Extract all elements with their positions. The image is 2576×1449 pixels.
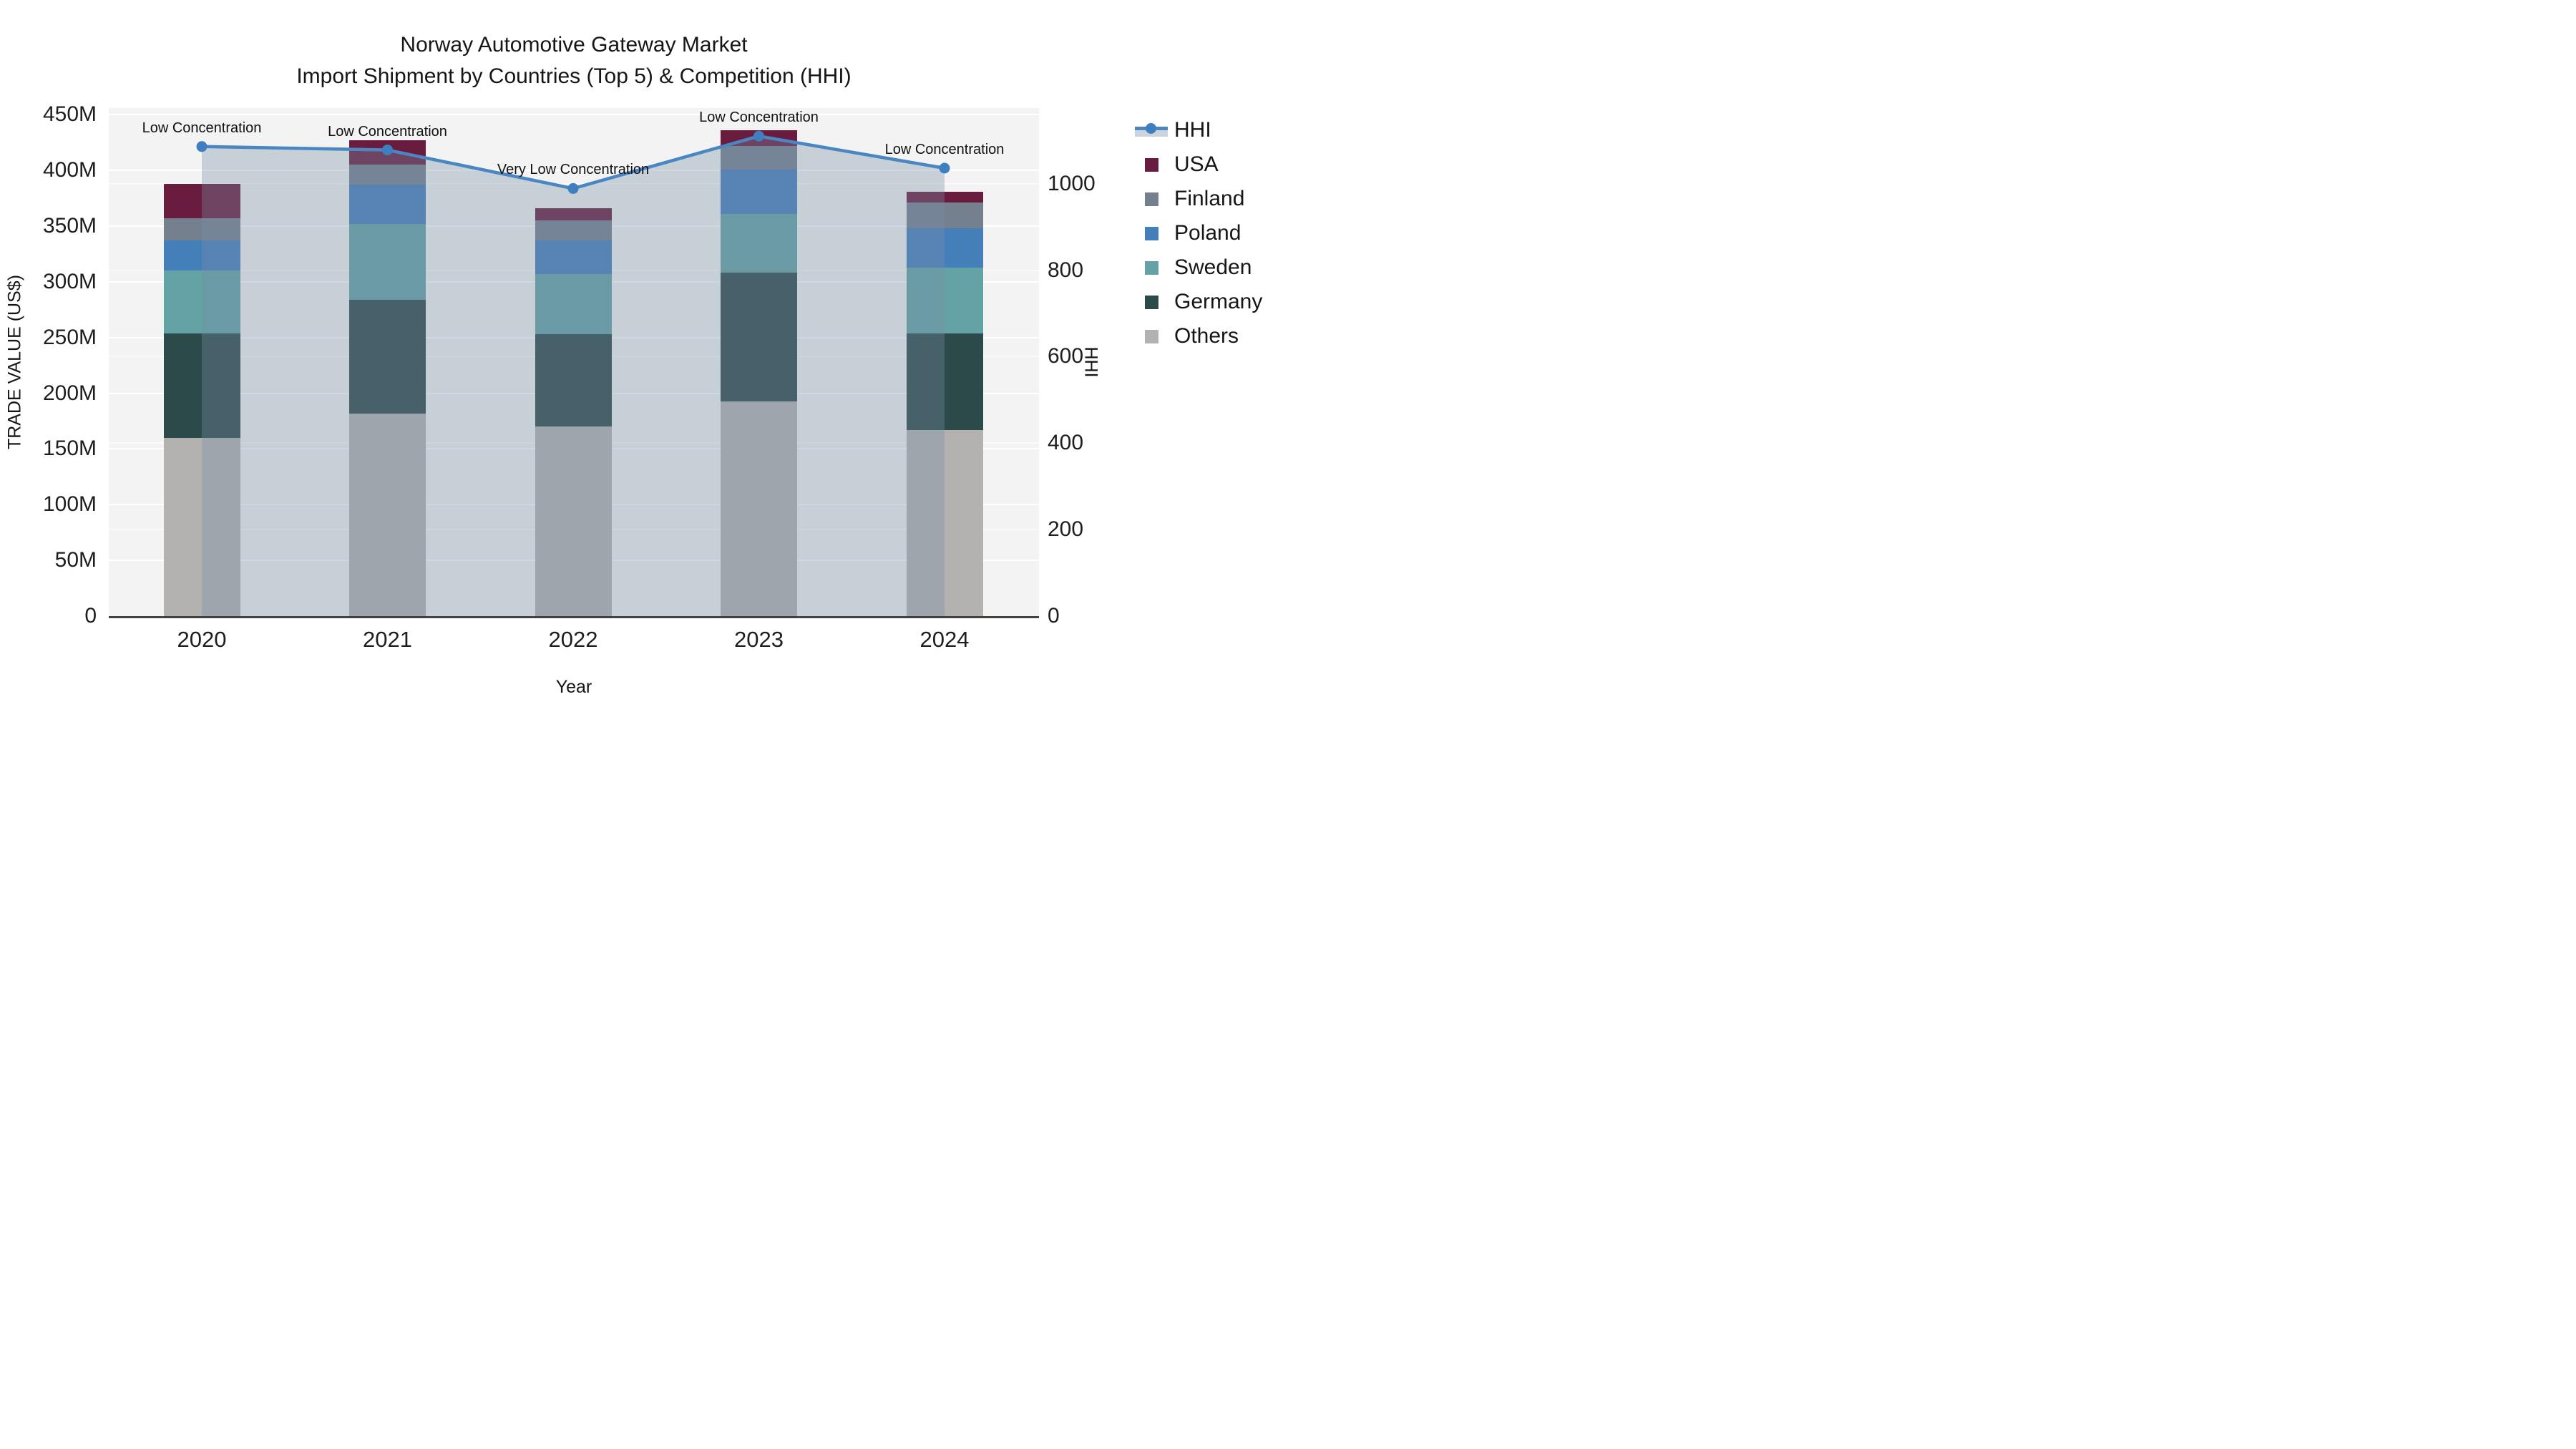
sweden-color-swatch-icon bbox=[1135, 260, 1168, 275]
bar-segment-finland-2020[interactable] bbox=[163, 218, 240, 241]
y-right-tick-label: 0 bbox=[1048, 604, 1060, 628]
bar-segment-sweden-2021[interactable] bbox=[349, 223, 426, 300]
y-axis-right-title: HHI bbox=[1080, 346, 1101, 378]
bar-segment-sweden-2024[interactable] bbox=[906, 267, 983, 333]
y-left-tick-label: 350M bbox=[42, 214, 97, 238]
hhi-marker-2024[interactable] bbox=[939, 162, 950, 174]
annotation-2022: Very Low Concentration bbox=[497, 162, 650, 178]
legend-label: Sweden bbox=[1174, 255, 1252, 279]
x-tick-label-2024: 2024 bbox=[919, 627, 970, 652]
bar-segment-sweden-2023[interactable] bbox=[721, 213, 797, 273]
bar-segment-others-2022[interactable] bbox=[535, 426, 612, 616]
bar-segment-germany-2023[interactable] bbox=[721, 273, 797, 401]
bar-segment-others-2024[interactable] bbox=[906, 429, 983, 616]
y-right-tick-label: 600 bbox=[1048, 344, 1084, 369]
bar-segment-sweden-2020[interactable] bbox=[163, 270, 240, 333]
legend-item-hhi[interactable]: HHI bbox=[1135, 113, 1262, 147]
annotation-2021: Low Concentration bbox=[328, 123, 447, 140]
bar-segment-others-2020[interactable] bbox=[163, 437, 240, 616]
bar-segment-finland-2024[interactable] bbox=[906, 203, 983, 229]
y-right-tick-label: 1000 bbox=[1048, 171, 1096, 195]
y-right-tick-label: 200 bbox=[1048, 517, 1084, 542]
others-color-swatch-icon bbox=[1135, 328, 1168, 344]
usa-color-swatch-icon bbox=[1135, 157, 1168, 172]
finland-color-swatch-icon bbox=[1135, 191, 1168, 207]
annotation-2024: Low Concentration bbox=[884, 142, 1005, 157]
x-tick-label-2020: 2020 bbox=[177, 627, 227, 652]
bar-segment-finland-2022[interactable] bbox=[535, 220, 612, 241]
legend-item-poland[interactable]: Poland bbox=[1135, 216, 1262, 250]
hhi-marker-2020[interactable] bbox=[196, 141, 208, 152]
y-axis-left-title: TRADE VALUE (US$) bbox=[4, 274, 25, 450]
legend-label: Poland bbox=[1174, 221, 1241, 245]
hhi-marker-2021[interactable] bbox=[382, 145, 393, 156]
bar-segment-poland-2024[interactable] bbox=[906, 228, 983, 268]
hhi-area-fill bbox=[202, 136, 945, 616]
bar-segment-finland-2021[interactable] bbox=[349, 165, 426, 185]
hhi-marker-2023[interactable] bbox=[753, 130, 764, 142]
legend-item-germany[interactable]: Germany bbox=[1135, 285, 1262, 319]
y-right-tick-label: 800 bbox=[1048, 258, 1084, 282]
y-right-tick-label: 400 bbox=[1048, 431, 1084, 455]
chart-page: Norway Automotive Gateway Market Import … bbox=[0, 0, 1288, 725]
legend: HHI USA Finland Poland Sweden Germany Ot… bbox=[1135, 113, 1262, 353]
annotations-layer: Low Concentration Low Concentration Very L… bbox=[109, 108, 1039, 616]
annotation-2020: Low Concentration bbox=[142, 119, 262, 136]
bar-segment-usa-2020[interactable] bbox=[163, 183, 240, 219]
y-left-tick-label: 200M bbox=[42, 381, 97, 405]
y-left-tick-label: 250M bbox=[42, 325, 97, 349]
y-left-tick-label: 0 bbox=[84, 604, 97, 628]
legend-item-usa[interactable]: USA bbox=[1135, 147, 1262, 182]
bar-segment-poland-2022[interactable] bbox=[535, 240, 612, 274]
legend-label: Others bbox=[1174, 324, 1239, 348]
y-left-tick-label: 400M bbox=[42, 158, 97, 182]
x-tick-label-2023: 2023 bbox=[734, 627, 784, 652]
legend-label: USA bbox=[1174, 152, 1219, 176]
bar-segment-poland-2020[interactable] bbox=[163, 240, 240, 271]
germany-color-swatch-icon bbox=[1135, 294, 1168, 310]
bar-segment-germany-2021[interactable] bbox=[349, 299, 426, 414]
poland-color-swatch-icon bbox=[1135, 225, 1168, 241]
x-tick-label-2021: 2021 bbox=[363, 627, 412, 652]
chart-title: Norway Automotive Gateway Market bbox=[400, 33, 748, 57]
y-left-tick-label: 100M bbox=[42, 492, 97, 517]
gridline-left-axis bbox=[109, 170, 1039, 172]
hhi-line-overlay bbox=[196, 130, 950, 616]
hhi-marker-2022[interactable] bbox=[567, 182, 579, 194]
y-left-tick-label: 300M bbox=[42, 269, 97, 293]
legend-label: Finland bbox=[1174, 187, 1245, 210]
hhi-line-swatch-icon bbox=[1135, 122, 1168, 138]
bar-segment-poland-2023[interactable] bbox=[721, 169, 797, 214]
y-left-tick-label: 150M bbox=[42, 436, 97, 461]
bar-segment-sweden-2022[interactable] bbox=[535, 274, 612, 335]
chart-subtitle: Import Shipment by Countries (Top 5) & C… bbox=[296, 64, 852, 88]
plot-area: Low Concentration Low Concentration Very L… bbox=[109, 108, 1039, 618]
y-left-tick-label: 50M bbox=[54, 548, 97, 572]
bar-segment-poland-2021[interactable] bbox=[349, 185, 426, 224]
legend-item-others[interactable]: Others bbox=[1135, 319, 1262, 353]
bar-segment-others-2023[interactable] bbox=[721, 401, 797, 616]
annotation-2023: Low Concentration bbox=[699, 109, 819, 126]
legend-label: Germany bbox=[1174, 290, 1263, 313]
legend-label: HHI bbox=[1174, 118, 1211, 142]
legend-item-finland[interactable]: Finland bbox=[1135, 182, 1262, 216]
gridline-left-axis bbox=[109, 114, 1039, 116]
x-axis-title: Year bbox=[555, 677, 592, 697]
bar-segment-germany-2020[interactable] bbox=[163, 333, 240, 438]
bar-segment-others-2021[interactable] bbox=[349, 413, 426, 616]
y-left-tick-label: 450M bbox=[42, 102, 97, 127]
bars-layer bbox=[109, 108, 1039, 616]
bar-segment-finland-2023[interactable] bbox=[721, 145, 797, 170]
bar-segment-germany-2022[interactable] bbox=[535, 334, 612, 427]
legend-item-sweden[interactable]: Sweden bbox=[1135, 250, 1262, 285]
bar-segment-usa-2022[interactable] bbox=[535, 208, 612, 221]
bar-segment-usa-2024[interactable] bbox=[906, 191, 983, 203]
bar-segment-germany-2024[interactable] bbox=[906, 333, 983, 430]
x-tick-label-2022: 2022 bbox=[548, 627, 598, 652]
